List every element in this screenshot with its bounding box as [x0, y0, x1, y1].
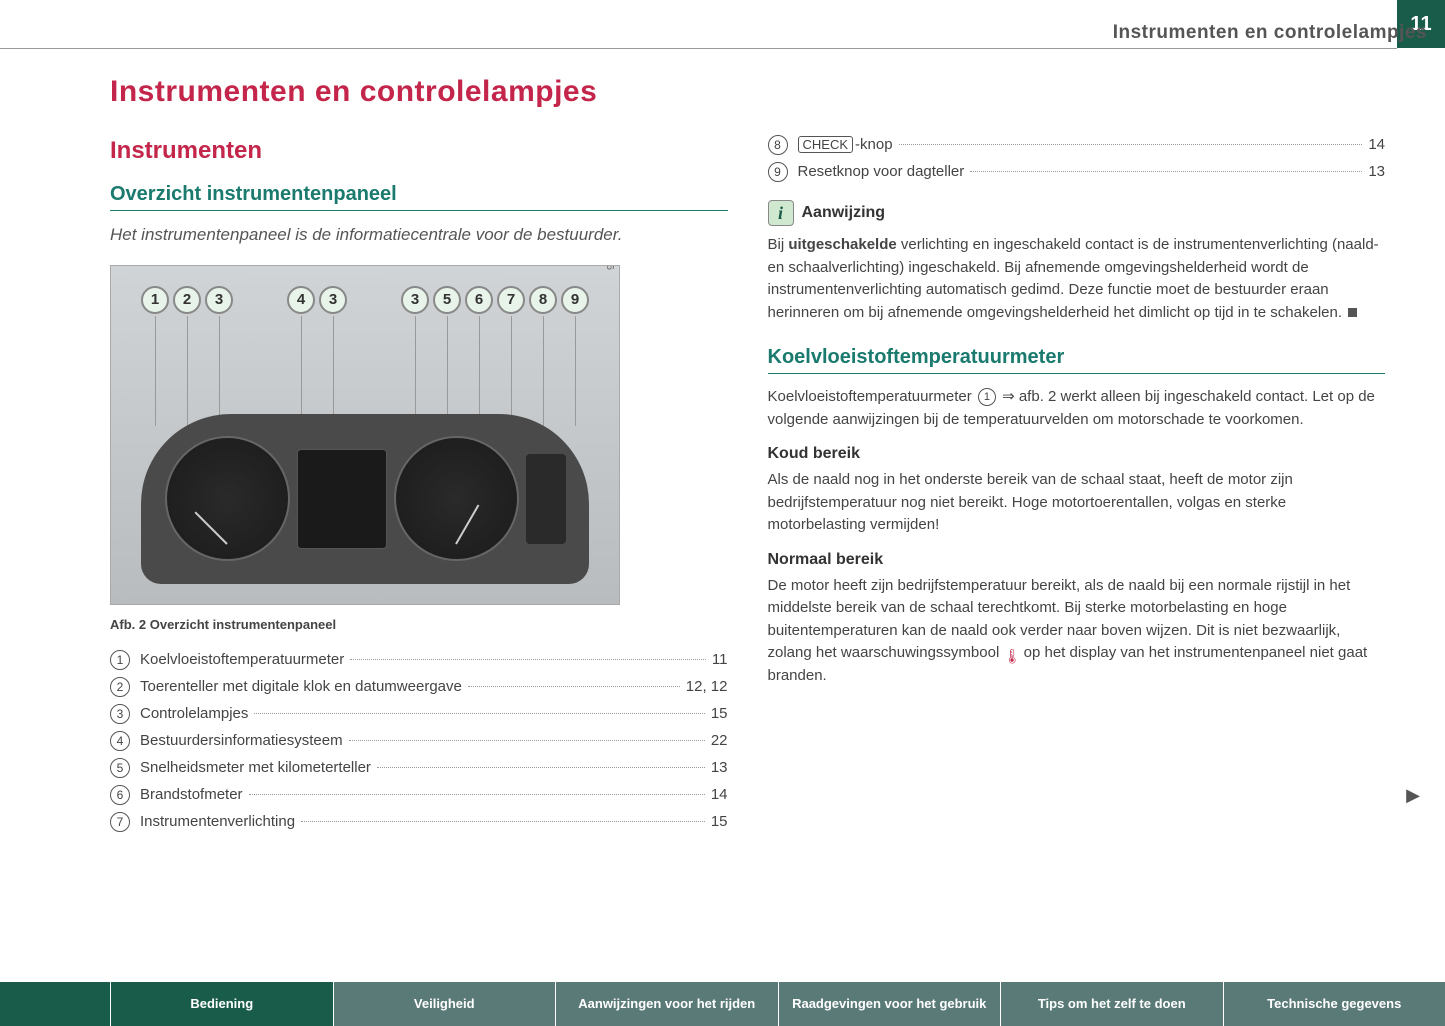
toc-item: 6Brandstofmeter14: [110, 785, 728, 805]
toc-list-left: 1Koelvloeistoftemperatuurmeter11 2Toeren…: [110, 650, 728, 832]
intro-text: Het instrumentenpaneel is de informatiec…: [110, 223, 728, 247]
note-box: i Aanwijzing Bij uitgeschakelde verlicht…: [768, 200, 1386, 324]
check-button-label: CHECK: [798, 136, 854, 153]
koud-text: Als de naald nog in het onderste bereik …: [768, 469, 1386, 537]
header-line: [0, 48, 1397, 49]
callout: 3: [319, 286, 347, 314]
callout: 7: [497, 286, 525, 314]
center-display-icon: [297, 449, 387, 549]
figure-ref-label: B4F-1936: [604, 265, 615, 270]
toc-item: 7Instrumentenverlichting15: [110, 812, 728, 832]
tab-veiligheid[interactable]: Veiligheid: [333, 982, 556, 1026]
callout: 6: [465, 286, 493, 314]
continue-arrow-icon: ▶: [1406, 785, 1420, 806]
para-coolant: Koelvloeistoftemperatuurmeter 1 ⇒ afb. 2…: [768, 386, 1386, 431]
toc-item: 1Koelvloeistoftemperatuurmeter11: [110, 650, 728, 670]
callout-group-left: 1 2 3: [141, 286, 233, 314]
info-icon: i: [768, 200, 794, 226]
callout: 9: [561, 286, 589, 314]
right-column: 8CHECK-knop14 9Resetknop voor dagteller1…: [768, 75, 1386, 946]
callout: 4: [287, 286, 315, 314]
sub-heading-normaal: Normaal bereik: [768, 551, 1386, 569]
tab-bediening[interactable]: Bediening: [110, 982, 333, 1026]
callout: 2: [173, 286, 201, 314]
tab-aanwijzingen[interactable]: Aanwijzingen voor het rijden: [555, 982, 778, 1026]
callout: 5: [433, 286, 461, 314]
callout-group-right: 3 5 6 7 8 9: [401, 286, 589, 314]
figure-callouts: 1 2 3 4 3 3 5 6 7 8 9: [141, 286, 589, 314]
footer-tabs: Bediening Veiligheid Aanwijzingen voor h…: [0, 982, 1445, 1026]
callout: 1: [141, 286, 169, 314]
sub-heading-koud: Koud bereik: [768, 445, 1386, 463]
toc-list-right: 8CHECK-knop14 9Resetknop voor dagteller1…: [768, 135, 1386, 182]
figure-caption: Afb. 2 Overzicht instrumentenpaneel: [110, 617, 728, 632]
normaal-text: De motor heeft zijn bedrijfstemperatuur …: [768, 575, 1386, 688]
button-panel-icon: [526, 454, 566, 544]
content: Instrumenten en controlelampjes Instrume…: [110, 75, 1385, 946]
instrument-panel-figure: B4F-1936 1 2 3 4 3 3 5 6 7 8 9: [110, 265, 620, 605]
footer-spacer: [0, 982, 110, 1026]
coolant-temp-icon: 🌡: [1003, 646, 1019, 660]
toc-item: 4Bestuurdersinformatiesysteem22: [110, 731, 728, 751]
tachometer-icon: [165, 436, 290, 561]
callout-group-mid: 4 3: [287, 286, 347, 314]
subsection-title: Overzicht instrumentenpaneel: [110, 183, 728, 211]
tab-tips[interactable]: Tips om het zelf te doen: [1000, 982, 1223, 1026]
toc-item: 5Snelheidsmeter met kilometerteller13: [110, 758, 728, 778]
speedometer-icon: [394, 436, 519, 561]
page-header: Instrumenten en controlelampjes: [0, 22, 1445, 44]
inline-callout-1: 1: [978, 388, 996, 406]
callout: 3: [205, 286, 233, 314]
left-column: Instrumenten en controlelampjes Instrume…: [110, 75, 728, 946]
section-title: Instrumenten: [110, 137, 728, 165]
tab-technische[interactable]: Technische gegevens: [1223, 982, 1445, 1026]
toc-item: 8CHECK-knop14: [768, 135, 1386, 155]
tab-raadgevingen[interactable]: Raadgevingen voor het gebruik: [778, 982, 1001, 1026]
note-body: Bij uitgeschakelde verlichting en ingesc…: [768, 234, 1386, 324]
main-title: Instrumenten en controlelampjes: [110, 75, 728, 109]
end-square-icon: [1348, 308, 1357, 317]
subsection-title-2: Koelvloeistoftemperatuurmeter: [768, 346, 1386, 374]
note-header: i Aanwijzing: [768, 200, 1386, 226]
toc-item: 2Toerenteller met digitale klok en datum…: [110, 677, 728, 697]
callout: 3: [401, 286, 429, 314]
toc-item: 3Controlelampjes15: [110, 704, 728, 724]
dashboard-graphic: [141, 414, 589, 584]
header-title: Instrumenten en controlelampjes: [1113, 22, 1427, 44]
note-title: Aanwijzing: [802, 204, 886, 222]
toc-item: 9Resetknop voor dagteller13: [768, 162, 1386, 182]
callout: 8: [529, 286, 557, 314]
